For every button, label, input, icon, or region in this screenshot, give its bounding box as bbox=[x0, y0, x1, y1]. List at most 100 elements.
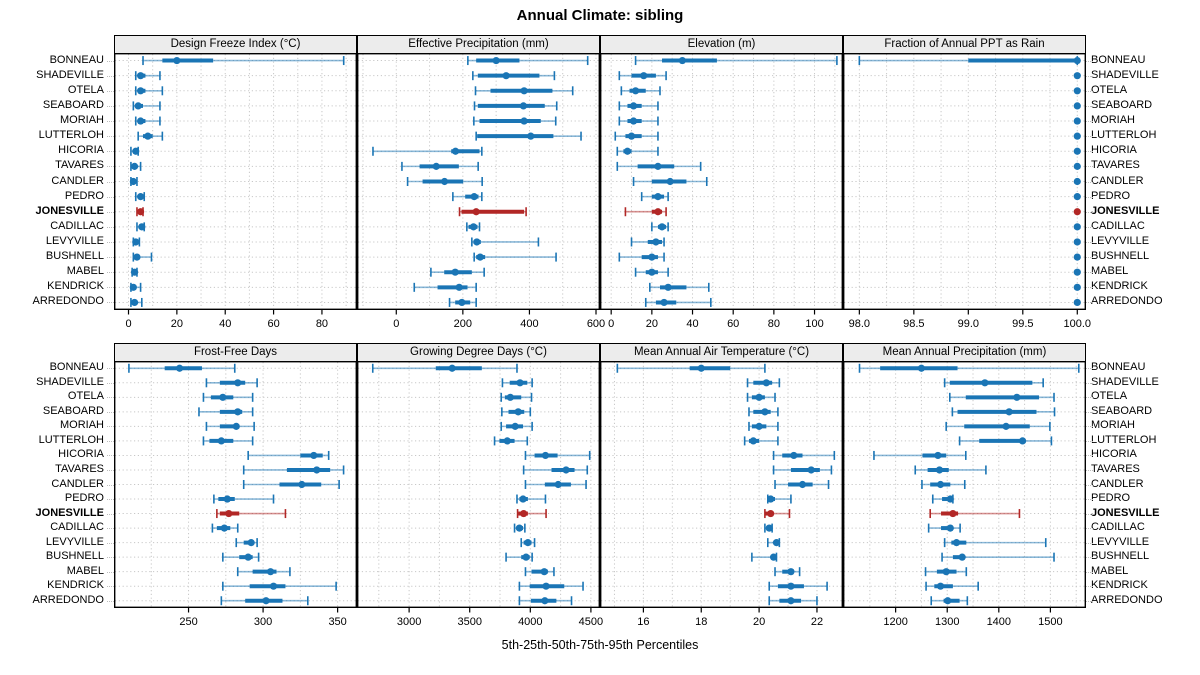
median-dot-bonneau bbox=[492, 56, 500, 65]
series-moriah bbox=[945, 421, 1051, 431]
series-candler bbox=[524, 480, 587, 489]
series-bonneau bbox=[858, 363, 1080, 373]
panel-strip-effective-precipitation-mm: Effective Precipitation (mm) bbox=[357, 35, 600, 54]
row-label-right-bonneau: BONNEAU bbox=[1091, 361, 1146, 374]
row-tick-stub bbox=[1086, 272, 1093, 274]
series-cadillac bbox=[764, 523, 773, 533]
row-label-right-tavares: TAVARES bbox=[1091, 462, 1140, 475]
row-tick-stub bbox=[1086, 528, 1093, 530]
row-label-left-pedro: PEDRO bbox=[64, 492, 104, 505]
series-seaboard bbox=[748, 407, 779, 417]
series-bonneau bbox=[371, 363, 518, 373]
axis-tick-label: 20 bbox=[753, 616, 765, 628]
median-dot-jonesville bbox=[654, 208, 662, 216]
series-kendrick bbox=[129, 282, 142, 292]
median-dot-kendrick bbox=[455, 283, 463, 291]
series-shadeville bbox=[205, 378, 258, 388]
series-candler bbox=[921, 480, 966, 489]
axis-tick-label: 250 bbox=[179, 616, 197, 628]
axis-tick-label: 99.5 bbox=[1012, 318, 1033, 330]
median-dot-bonneau bbox=[175, 364, 184, 372]
series-mabel bbox=[430, 267, 485, 277]
median-dot-hicoria bbox=[541, 451, 550, 460]
row-tick-stub bbox=[1086, 542, 1093, 544]
median-dot-shadeville bbox=[981, 379, 989, 387]
median-dot-moriah bbox=[520, 117, 528, 125]
median-dot-lutterloh bbox=[749, 437, 757, 445]
median-dot-mabel bbox=[540, 568, 548, 576]
median-dot-arredondo bbox=[1073, 298, 1081, 307]
series-mabel bbox=[634, 267, 669, 277]
median-dot-seaboard bbox=[761, 408, 769, 416]
median-dot-tavares bbox=[935, 466, 944, 474]
series-shadeville bbox=[472, 71, 556, 81]
median-dot-cadillac bbox=[1073, 223, 1081, 231]
row-label-left-cadillac: CADILLAC bbox=[50, 521, 104, 534]
row-tick-stub bbox=[1086, 499, 1093, 501]
series-cadillac bbox=[1073, 223, 1081, 231]
median-dot-arredondo bbox=[130, 298, 139, 307]
median-dot-pedro bbox=[654, 193, 662, 201]
row-tick-stub bbox=[107, 426, 114, 428]
row-label-left-moriah: MORIAH bbox=[60, 114, 104, 127]
row-tick-stub bbox=[107, 60, 114, 62]
row-label-right-moriah: MORIAH bbox=[1091, 114, 1135, 127]
row-label-right-kendrick: KENDRICK bbox=[1091, 579, 1148, 592]
series-bonneau bbox=[616, 363, 766, 373]
median-dot-hicoria bbox=[934, 451, 942, 460]
row-label-left-kendrick: KENDRICK bbox=[47, 280, 104, 293]
axis-tick-label: 60 bbox=[267, 318, 279, 330]
series-mabel bbox=[924, 567, 968, 577]
series-pedro bbox=[640, 192, 669, 202]
median-dot-otela bbox=[219, 393, 227, 401]
median-dot-bonneau bbox=[173, 56, 181, 65]
median-dot-bushnell bbox=[476, 253, 484, 261]
row-tick-stub bbox=[107, 211, 114, 213]
axis-tick-label: 100.0 bbox=[1064, 318, 1092, 330]
median-dot-levyville bbox=[952, 539, 961, 547]
series-bushnell bbox=[505, 552, 533, 562]
median-dot-pedro bbox=[136, 193, 145, 201]
median-dot-bushnell bbox=[522, 553, 530, 561]
row-tick-stub bbox=[1086, 257, 1093, 259]
series-bonneau bbox=[128, 363, 236, 373]
median-dot-moriah bbox=[232, 422, 240, 430]
row-tick-stub bbox=[107, 105, 114, 107]
series-cadillac bbox=[927, 523, 961, 533]
row-tick-stub bbox=[107, 302, 114, 304]
series-bushnell bbox=[751, 552, 778, 562]
series-arredondo bbox=[768, 596, 818, 606]
panel-strip-growing-degree-days-c: Growing Degree Days (°C) bbox=[357, 343, 600, 362]
axis-mean-annual-air-temperature-c: 16 18 20 22 bbox=[637, 608, 823, 628]
series-kendrick bbox=[518, 581, 584, 591]
series-lutterloh bbox=[137, 131, 164, 141]
axis-frost-free-days: 250 300 350 bbox=[179, 608, 347, 628]
series-hicoria bbox=[772, 450, 836, 460]
series-kendrick bbox=[413, 282, 477, 292]
axis-mean-annual-precipitation-mm: 1200 1300 1400 1500 bbox=[883, 608, 1063, 628]
panel-plot-mean-annual-precipitation-mm bbox=[843, 361, 1086, 608]
series-tavares bbox=[522, 465, 589, 475]
row-label-left-levyville: LEVYVILLE bbox=[45, 234, 104, 247]
row-tick-stub bbox=[1086, 287, 1093, 289]
median-dot-mabel bbox=[787, 568, 795, 576]
panel-strip-frost-free-days: Frost-Free Days bbox=[114, 343, 357, 362]
axis-tick-label: 1200 bbox=[883, 616, 907, 628]
row-tick-stub bbox=[107, 542, 114, 544]
series-cadillac bbox=[466, 222, 481, 232]
median-dot-levyville bbox=[473, 238, 481, 246]
median-dot-candler bbox=[666, 177, 674, 186]
axis-tick-label: 18 bbox=[695, 616, 707, 628]
row-tick-stub bbox=[1086, 181, 1093, 183]
series-tavares bbox=[401, 161, 479, 171]
median-dot-seaboard bbox=[234, 408, 242, 416]
row-tick-stub bbox=[107, 257, 114, 259]
series-bonneau bbox=[858, 56, 1081, 66]
axis-tick-label: 300 bbox=[254, 616, 272, 628]
median-dot-pedro bbox=[767, 495, 775, 503]
median-dot-jonesville bbox=[472, 208, 480, 216]
median-dot-moriah bbox=[755, 422, 763, 430]
median-dot-kendrick bbox=[269, 582, 278, 590]
median-dot-bonneau bbox=[678, 56, 686, 65]
row-label-right-mabel: MABEL bbox=[1091, 265, 1129, 278]
